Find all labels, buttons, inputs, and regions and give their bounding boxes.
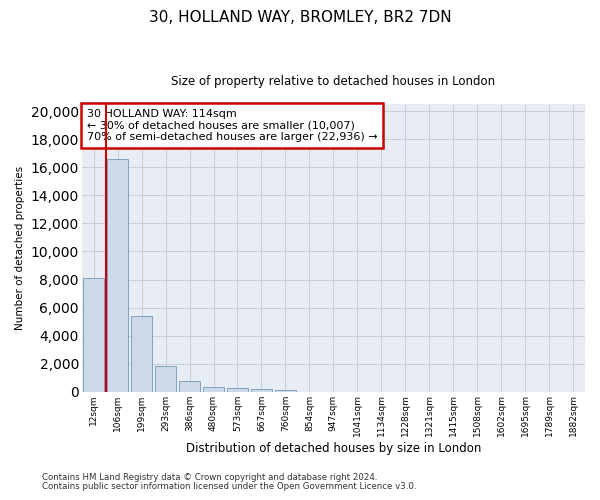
Text: 30 HOLLAND WAY: 114sqm
← 30% of detached houses are smaller (10,007)
70% of semi: 30 HOLLAND WAY: 114sqm ← 30% of detached… xyxy=(87,109,377,142)
Bar xyxy=(179,381,200,392)
Text: 30, HOLLAND WAY, BROMLEY, BR2 7DN: 30, HOLLAND WAY, BROMLEY, BR2 7DN xyxy=(149,10,451,25)
Bar xyxy=(131,316,152,392)
Bar xyxy=(251,390,272,392)
Text: Contains public sector information licensed under the Open Government Licence v3: Contains public sector information licen… xyxy=(42,482,416,491)
Title: Size of property relative to detached houses in London: Size of property relative to detached ho… xyxy=(171,75,496,88)
X-axis label: Distribution of detached houses by size in London: Distribution of detached houses by size … xyxy=(185,442,481,455)
Bar xyxy=(155,366,176,392)
Bar xyxy=(203,386,224,392)
Bar xyxy=(107,159,128,392)
Bar xyxy=(83,278,104,392)
Y-axis label: Number of detached properties: Number of detached properties xyxy=(15,166,25,330)
Text: Contains HM Land Registry data © Crown copyright and database right 2024.: Contains HM Land Registry data © Crown c… xyxy=(42,474,377,482)
Bar xyxy=(227,388,248,392)
Bar xyxy=(275,390,296,392)
